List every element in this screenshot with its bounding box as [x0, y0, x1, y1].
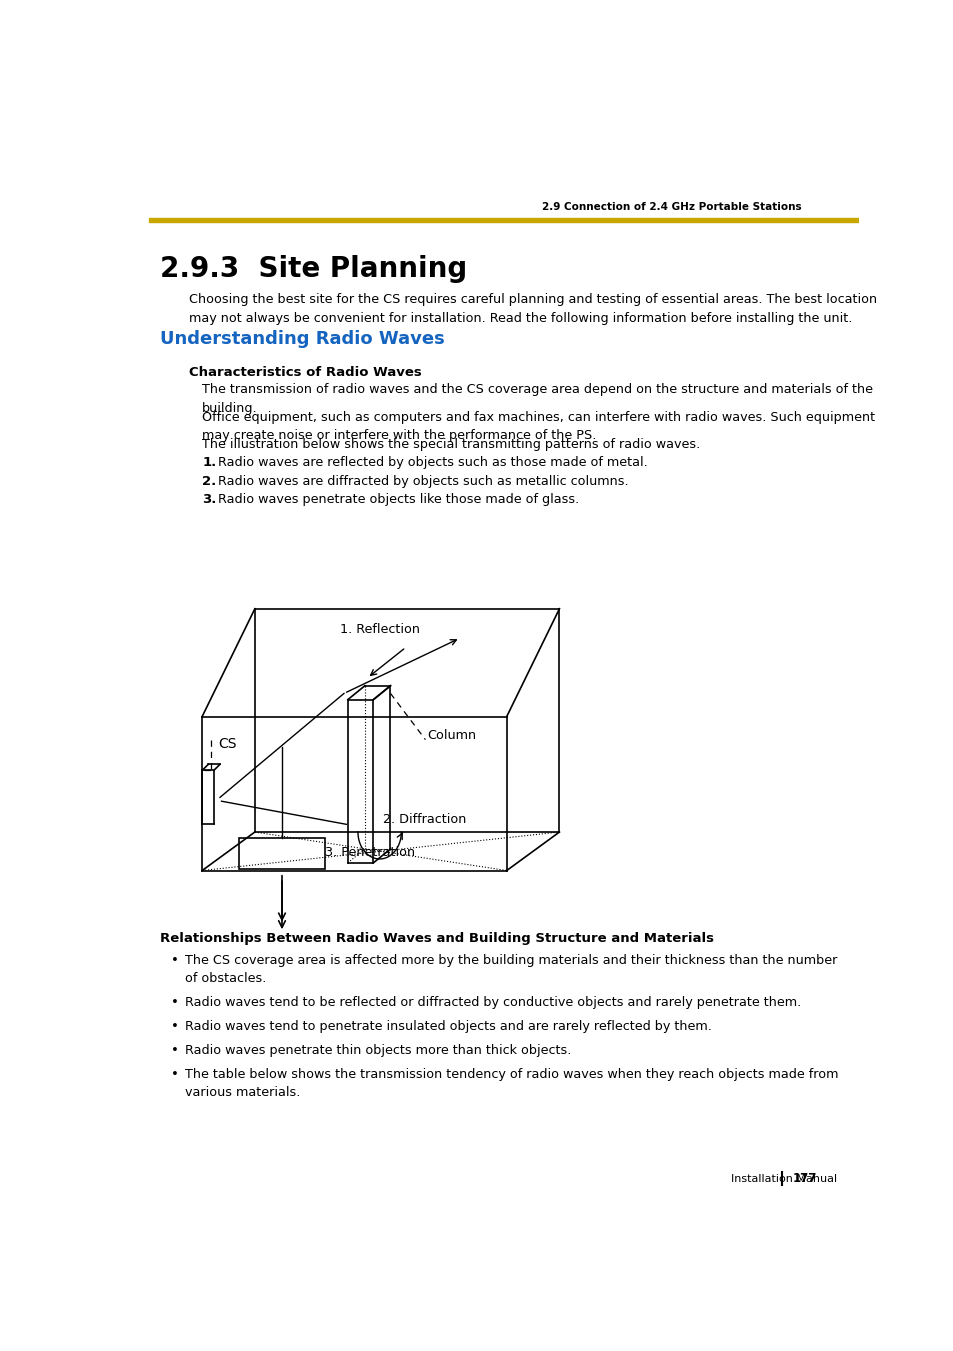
Text: 2.: 2. — [202, 474, 216, 488]
Text: •: • — [171, 996, 179, 1009]
Text: Radio waves penetrate thin objects more than thick objects.: Radio waves penetrate thin objects more … — [185, 1044, 571, 1056]
Text: Radio waves are diffracted by objects such as metallic columns.: Radio waves are diffracted by objects su… — [218, 474, 628, 488]
Text: Column: Column — [427, 730, 476, 742]
Text: 1.: 1. — [202, 457, 216, 469]
Text: 2. Diffraction: 2. Diffraction — [382, 813, 466, 825]
Text: Radio waves penetrate objects like those made of glass.: Radio waves penetrate objects like those… — [218, 493, 579, 507]
Text: Office equipment, such as computers and fax machines, can interfere with radio w: Office equipment, such as computers and … — [202, 411, 875, 442]
Text: Relationships Between Radio Waves and Building Structure and Materials: Relationships Between Radio Waves and Bu… — [159, 932, 713, 946]
Text: Radio waves tend to penetrate insulated objects and are rarely reflected by them: Radio waves tend to penetrate insulated … — [185, 1020, 711, 1034]
Text: •: • — [171, 1044, 179, 1056]
Text: The table below shows the transmission tendency of radio waves when they reach o: The table below shows the transmission t… — [185, 1067, 838, 1100]
Text: 1. Reflection: 1. Reflection — [340, 623, 419, 635]
Text: The CS coverage area is affected more by the building materials and their thickn: The CS coverage area is affected more by… — [185, 954, 837, 985]
Text: 2.9.3  Site Planning: 2.9.3 Site Planning — [159, 254, 466, 282]
Text: 2.9 Connection of 2.4 GHz Portable Stations: 2.9 Connection of 2.4 GHz Portable Stati… — [541, 201, 801, 212]
Text: •: • — [171, 1067, 179, 1081]
Text: Choosing the best site for the CS requires careful planning and testing of essen: Choosing the best site for the CS requir… — [189, 293, 876, 324]
Text: Radio waves tend to be reflected or diffracted by conductive objects and rarely : Radio waves tend to be reflected or diff… — [185, 996, 801, 1009]
Text: Understanding Radio Waves: Understanding Radio Waves — [159, 330, 444, 349]
Bar — [239, 838, 324, 869]
Text: 3.: 3. — [202, 493, 216, 507]
Text: •: • — [171, 1020, 179, 1034]
Text: 3. Penetration: 3. Penetration — [324, 846, 415, 859]
Text: Installation Manual: Installation Manual — [731, 1174, 837, 1183]
Text: The transmission of radio waves and the CS coverage area depend on the structure: The transmission of radio waves and the … — [202, 384, 872, 415]
Text: Characteristics of Radio Waves: Characteristics of Radio Waves — [189, 366, 421, 380]
Text: •: • — [171, 954, 179, 967]
Text: CS: CS — [218, 738, 236, 751]
Bar — [149, 219, 858, 222]
Text: 177: 177 — [792, 1173, 817, 1185]
Text: Radio waves are reflected by objects such as those made of metal.: Radio waves are reflected by objects suc… — [218, 457, 647, 469]
Text: The illustration below shows the special transmitting patterns of radio waves.: The illustration below shows the special… — [202, 438, 700, 451]
